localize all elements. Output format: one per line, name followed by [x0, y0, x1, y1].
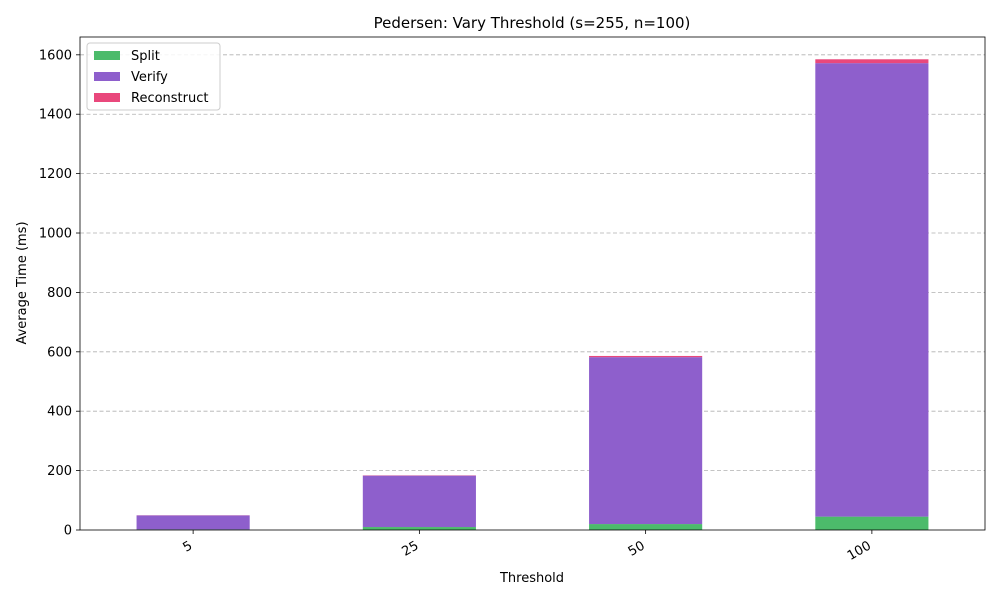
bar-reconstruct-50	[589, 355, 703, 358]
legend-label-reconstruct: Reconstruct	[131, 91, 209, 106]
y-tick-label: 200	[47, 464, 72, 479]
bar-split-25	[362, 527, 476, 530]
y-tick-label: 1600	[39, 48, 72, 63]
y-axis-ticks: 0 200 400 600 800 1000 1200 1400 1600	[39, 48, 80, 539]
plot-frame	[79, 36, 986, 531]
bar-reconstruct-100	[815, 59, 929, 64]
chart-title: Pedersen: Vary Threshold (s=255, n=100)	[374, 14, 691, 32]
y-tick-label: 1000	[39, 227, 72, 242]
bar-verify-50	[589, 357, 703, 525]
x-axis-label: Threshold	[499, 571, 564, 586]
axes	[79, 36, 986, 531]
y-tick-label: 0	[64, 524, 72, 539]
legend-label-split: Split	[131, 49, 160, 64]
legend-label-verify: Verify	[131, 70, 168, 85]
bar-split-50	[589, 524, 703, 530]
bar-split-100	[815, 516, 929, 530]
bars	[136, 59, 929, 530]
legend-swatch-reconstruct	[94, 93, 120, 102]
legend-box	[86, 42, 221, 111]
x-tick-label: 50	[626, 538, 648, 559]
x-axis-ticks: 5 25 50 100	[180, 530, 874, 564]
legend-swatch-verify	[94, 72, 120, 81]
bar-verify-25	[362, 475, 476, 528]
bar-verify-100	[815, 63, 929, 517]
y-tick-label: 1400	[39, 108, 72, 123]
y-tick-label: 800	[47, 286, 72, 301]
legend: Split Verify Reconstruct	[86, 42, 221, 111]
x-tick-label: 25	[400, 538, 422, 559]
bar-verify-5	[136, 515, 250, 530]
y-tick-label: 1200	[39, 167, 72, 182]
legend-swatch-split	[94, 51, 120, 60]
y-tick-label: 400	[47, 405, 72, 420]
y-tick-label: 600	[47, 345, 72, 360]
y-axis-label: Average Time (ms)	[15, 221, 30, 344]
